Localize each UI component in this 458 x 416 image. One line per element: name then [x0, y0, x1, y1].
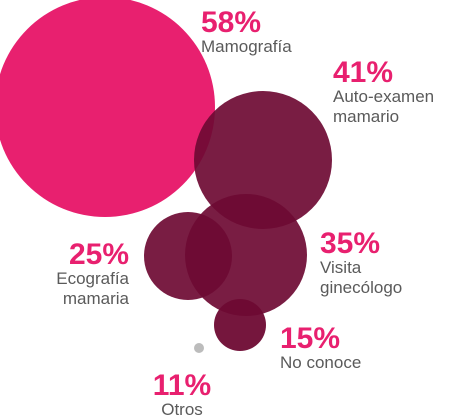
percent-label-auto-examen: 41% [333, 56, 393, 89]
category-label-visita-ginecologo: Visita [320, 258, 362, 277]
percent-label-ecografia: 25% [69, 238, 129, 271]
bubbles-layer [0, 0, 332, 353]
percent-label-no-conoce: 15% [280, 322, 340, 355]
category-label-visita-ginecologo: ginecólogo [320, 278, 402, 297]
percent-label-visita-ginecologo: 35% [320, 227, 380, 260]
bubble-otros [194, 343, 204, 353]
category-label-ecografia: Ecografía [56, 269, 129, 288]
category-label-no-conoce: No conoce [280, 353, 361, 372]
category-label-ecografia: mamaria [63, 289, 130, 308]
bubble-auto-examen [194, 91, 332, 229]
percent-label-mamografia: 58% [201, 6, 261, 39]
category-label-mamografia: Mamografía [201, 37, 292, 56]
category-label-auto-examen: Auto-examen [333, 87, 434, 106]
percent-label-otros: 11% [153, 369, 211, 402]
category-label-auto-examen: mamario [333, 107, 399, 126]
bubble-mamografia [0, 0, 215, 217]
category-label-otros: Otros [161, 400, 203, 416]
bubble-no-conoce [214, 299, 266, 351]
bubble-ecografia [144, 212, 232, 300]
